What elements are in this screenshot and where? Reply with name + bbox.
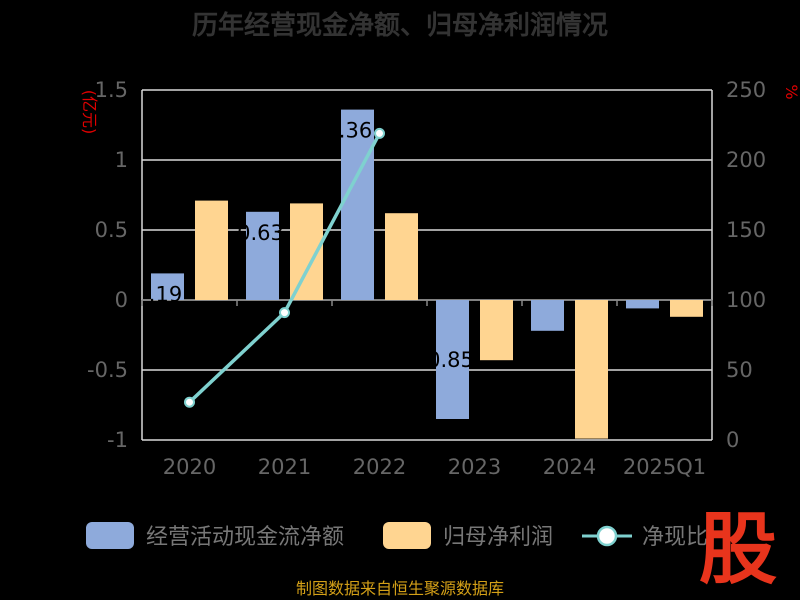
bar-value-label: 0.85 [427, 348, 474, 372]
x-tick-label: 2022 [353, 455, 406, 479]
bar-1-2020 [195, 200, 228, 300]
bar-value-label: 0.63 [237, 221, 284, 245]
left-tick-label: 0 [115, 288, 128, 312]
left-tick-label: 0.5 [95, 218, 128, 242]
right-tick-label: 100 [726, 288, 766, 312]
legend: 经营活动现金流净额 归母净利润 净现比 [86, 522, 708, 550]
legend-label-ratio: 净现比 [642, 525, 708, 550]
line-point [374, 127, 385, 139]
legend-swatch-profit [383, 522, 431, 549]
left-tick-label: 1 [115, 148, 128, 172]
bar-0-2020 [151, 273, 184, 300]
right-tick-label: 250 [726, 78, 766, 102]
left-tick-label: -0.5 [87, 358, 128, 382]
x-tick-label: 2024 [543, 455, 596, 479]
x-tick-label: 2025Q1 [623, 455, 706, 479]
source-note: 制图数据来自恒生聚源数据库 [296, 579, 504, 598]
bar-1-2024 [575, 300, 608, 439]
line-series [184, 127, 385, 408]
bar-0-2025Q1 [626, 300, 659, 309]
grid [141, 89, 713, 441]
left-axis-ticks: 1.5 1 0.5 0 -0.5 -1 [87, 78, 128, 452]
left-tick-label: -1 [107, 428, 128, 452]
x-axis-ticks: 2020 2021 2022 2023 2024 2025Q1 [163, 455, 706, 479]
bar-1-2022 [385, 213, 418, 300]
chart-title: 历年经营现金净额、归母净利润情况 [192, 10, 608, 41]
legend-swatch-cashflow [86, 522, 134, 549]
bar-0-2022 [341, 109, 374, 300]
bar-labels: .19 0.63 .36 0.85 0.22 .06 [149, 119, 657, 372]
bar-value-label: .06 [624, 237, 657, 261]
bar-0-2023 [436, 300, 469, 419]
bar-value-label: .19 [149, 282, 182, 306]
bar-1-2025Q1 [670, 300, 703, 317]
left-axis-unit: (亿元) [80, 90, 99, 135]
bar-value-label: 0.22 [522, 260, 569, 284]
right-axis-unit: % [782, 84, 800, 99]
line-point [279, 307, 290, 319]
right-axis-ticks: 250 200 150 100 50 0 [726, 78, 766, 452]
bar-0-2021 [246, 211, 279, 300]
legend-swatch-marker [596, 525, 618, 547]
legend-label-profit: 归母净利润 [443, 525, 553, 550]
left-tick-label: 1.5 [95, 78, 128, 102]
right-tick-label: 200 [726, 148, 766, 172]
legend-label-cashflow: 经营活动现金流净额 [146, 525, 344, 550]
line-point [184, 396, 195, 408]
right-tick-label: 50 [726, 358, 753, 382]
logo-glyph: 股 [699, 505, 777, 595]
bar-1-2023 [480, 300, 513, 361]
x-tick-label: 2023 [448, 455, 501, 479]
bars [151, 109, 703, 439]
right-tick-label: 150 [726, 218, 766, 242]
x-tick-label: 2020 [163, 455, 216, 479]
bar-value-label: .36 [339, 119, 372, 143]
right-tick-label: 0 [726, 428, 739, 452]
bar-0-2024 [531, 300, 564, 331]
x-tick-label: 2021 [258, 455, 311, 479]
